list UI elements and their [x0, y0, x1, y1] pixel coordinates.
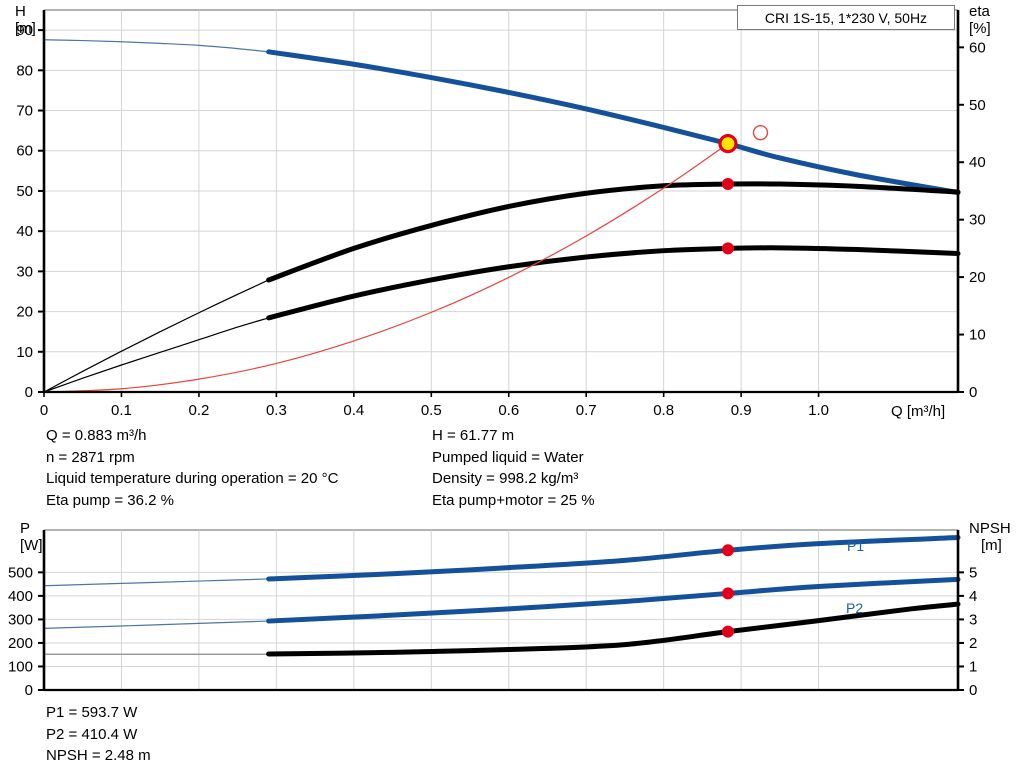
- p2-duty-point[interactable]: [721, 587, 734, 600]
- curve-label-p1: P1: [847, 538, 865, 554]
- top-chart-ytick-label-left: 60: [16, 143, 33, 160]
- bottom-chart-ytick-label-right: 5: [969, 564, 977, 581]
- bottom-chart-ytick-label-right: 1: [969, 658, 977, 675]
- top-chart-ytick-label-left: 40: [16, 223, 33, 240]
- top-chart-ytick-label-right: 50: [969, 97, 986, 114]
- bottom-chart-ytick-label-left: 0: [25, 682, 33, 699]
- alternate-point[interactable]: [752, 124, 769, 141]
- top-chart-ytick-label-right: 40: [969, 154, 986, 171]
- top-chart-xtick-label: 0.2: [188, 402, 209, 419]
- power-info-line-2: P2 = 410.4 W: [46, 725, 138, 743]
- duty-info-right-line-4: Eta pump+motor = 25 %: [432, 491, 595, 509]
- top-chart-ytick-label-left: 0: [25, 384, 33, 401]
- top-chart-y-left-axis-title: H [m]: [15, 3, 36, 37]
- top-chart-ytick-label-left: 20: [16, 304, 33, 321]
- top-chart-ytick-label-left: 50: [16, 183, 33, 200]
- eta-pump-motor-point[interactable]: [721, 242, 734, 255]
- top-chart-ytick-label-left: 80: [16, 62, 33, 79]
- duty-info-left-line-2: n = 2871 rpm: [46, 448, 135, 466]
- bottom-chart-ytick-label-left: 300: [8, 611, 33, 628]
- top-chart-xtick-label: 1.0: [808, 402, 829, 419]
- top-chart-ytick-label-left: 90: [16, 22, 33, 39]
- duty-info-right-line-3: Density = 998.2 kg/m³: [432, 470, 579, 487]
- top-chart-group: 0 10 20 30 40 50 60 70 80 90 0 10 20 30 40 50 60 0 0.1 0.2 0…: [16, 9, 986, 419]
- pump-model-title: CRI 1S-15, 1*230 V, 50Hz: [764, 9, 928, 26]
- top-chart-xtick-label: 0.1: [111, 402, 132, 419]
- bottom-chart-series-1: [266, 535, 961, 582]
- power-info-line-1: P1 = 593.7 W: [46, 704, 138, 721]
- top-chart-x-axis-title: Q [m³/h]: [891, 403, 946, 420]
- top-chart-ytick-label-right: 60: [969, 39, 986, 56]
- top-chart-xtick-label: 0.7: [576, 402, 597, 419]
- bottom-chart-ytick-label-left: 500: [8, 564, 33, 581]
- p1-duty-point[interactable]: [721, 544, 734, 557]
- power-info-line-3: NPSH = 2.48 m: [46, 747, 151, 764]
- top-chart-xtick-label: 0.3: [266, 402, 287, 419]
- duty-point[interactable]: [718, 134, 738, 154]
- top-chart-xtick-label: 0.5: [421, 402, 442, 419]
- top-chart-ytick-label-right: 10: [969, 327, 986, 344]
- pump-model-title-box: CRI 1S-15, 1*230 V, 50Hz: [737, 5, 955, 30]
- bottom-chart-ytick-label-left: 200: [8, 635, 33, 652]
- top-chart-ytick-label-left: 70: [16, 103, 33, 120]
- bottom-chart-y-left-axis-title: P [W]: [20, 520, 43, 554]
- bottom-chart-series-3: [266, 576, 961, 624]
- eta-pump-point[interactable]: [721, 178, 734, 191]
- top-chart-series-5: [266, 245, 961, 321]
- bottom-chart-ytick-label-right: 4: [969, 588, 977, 605]
- bottom-chart-ytick-label-left: 400: [8, 588, 33, 605]
- top-chart-ytick-label-right: 0: [969, 384, 977, 401]
- duty-info-left-line-1: Q = 0.883 m³/h: [46, 427, 147, 444]
- duty-info-left-line-3: Liquid temperature during operation = 20…: [46, 470, 339, 487]
- top-chart-xtick-label: 0.8: [653, 402, 674, 419]
- bottom-chart-ytick-label-right: 3: [969, 611, 977, 628]
- top-chart-series-0: [43, 39, 270, 53]
- top-chart-series-1: [266, 49, 961, 196]
- top-chart-xtick-label: 0: [40, 402, 48, 419]
- duty-info-right-block: H = 61.77 m Pumped liquid = Water Density …: [432, 425, 595, 511]
- top-chart-xtick-label: 0.9: [731, 402, 752, 419]
- duty-info-right-line-2: Pumped liquid = Water: [432, 448, 584, 466]
- top-chart-y-right-axis-title: eta [%]: [969, 3, 991, 37]
- bottom-chart-series-0: [43, 578, 270, 587]
- duty-info-right-line-1: H = 61.77 m: [432, 427, 515, 444]
- top-chart-xtick-label: 0.4: [343, 402, 364, 419]
- npsh-duty-point[interactable]: [721, 625, 734, 638]
- top-chart-ytick-label-left: 10: [16, 344, 33, 361]
- top-chart-series-2: [43, 279, 270, 393]
- duty-info-left-line-4: Eta pump = 36.2 %: [46, 491, 174, 509]
- top-chart-ytick-label-right: 20: [969, 269, 986, 286]
- top-chart-ytick-label-right: 30: [969, 212, 986, 229]
- bottom-chart-series-5: [266, 601, 961, 657]
- top-chart-series-3: [266, 181, 961, 283]
- top-chart-xtick-label: 0.6: [498, 402, 519, 419]
- top-chart-series-4: [43, 317, 270, 393]
- bottom-chart-ytick-label-right: 2: [969, 635, 977, 652]
- curve-label-p2: P2: [846, 600, 864, 616]
- top-chart-series-6: [43, 143, 729, 393]
- bottom-chart-series-2: [43, 620, 270, 629]
- bottom-chart-group: 0 100 200 300 400 500 0 1 2 3 4 5: [8, 529, 977, 699]
- duty-info-left-block: Q = 0.883 m³/h n = 2871 rpm Liquid tempera…: [46, 425, 338, 511]
- bottom-chart-ytick-label-right: 0: [969, 682, 977, 699]
- bottom-chart-y-right-axis-title: NPSH [m]: [969, 520, 1011, 554]
- power-info-block: P1 = 593.7 W P2 = 410.4 W NPSH = 2.48 m: [46, 702, 151, 767]
- bottom-chart-ytick-label-left: 100: [8, 658, 33, 675]
- top-chart-ytick-label-left: 30: [16, 263, 33, 280]
